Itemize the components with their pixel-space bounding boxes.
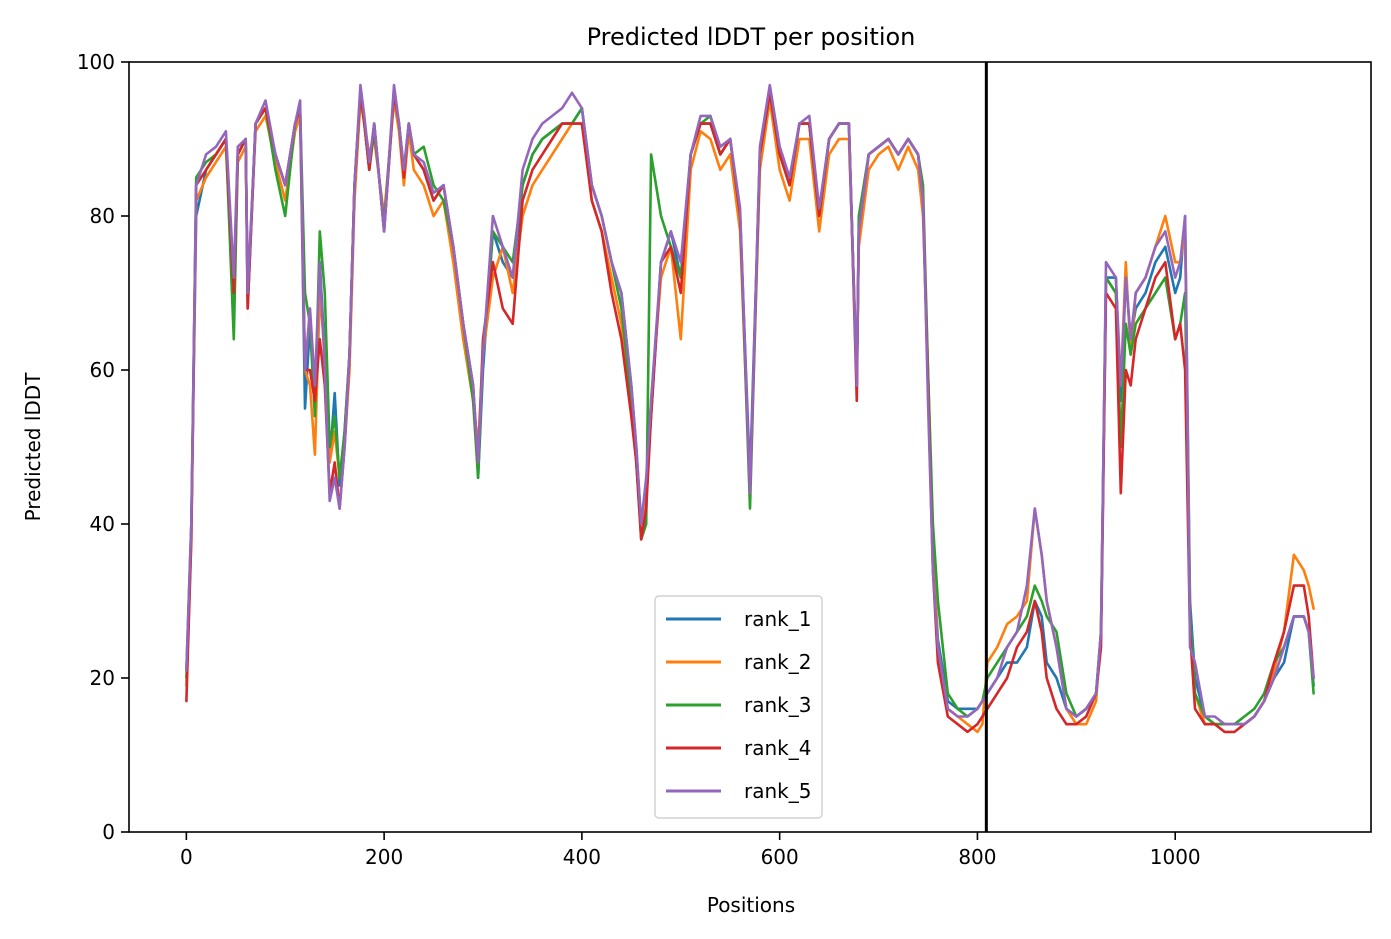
legend-label-rank-1: rank_1 <box>744 607 811 631</box>
y-tick-label: 0 <box>102 820 115 844</box>
legend-label-rank-5: rank_5 <box>744 779 811 803</box>
x-tick-label: 1000 <box>1150 845 1201 869</box>
series-line-rank-5 <box>185 83 1315 726</box>
legend-label-rank-4: rank_4 <box>744 736 811 760</box>
legend-frame <box>654 595 823 819</box>
y-axis-title: Predicted lDDT <box>21 372 45 522</box>
y-tick-label: 80 <box>90 204 115 228</box>
x-tick-label: 0 <box>180 845 193 869</box>
y-axis-ticks: 0 20 40 60 80 100 <box>77 50 129 844</box>
chart-title: Predicted lDDT per position <box>587 23 916 51</box>
x-tick-label: 400 <box>563 845 601 869</box>
legend-label-rank-3: rank_3 <box>744 693 811 717</box>
y-tick-label: 40 <box>90 512 115 536</box>
legend: rank_1 rank_2 rank_3 rank_4 rank_5 <box>654 595 823 819</box>
x-tick-label: 600 <box>761 845 799 869</box>
legend-label-rank-2: rank_2 <box>744 650 811 674</box>
y-tick-label: 20 <box>90 666 115 690</box>
y-tick-label: 100 <box>77 50 115 74</box>
series-layer <box>185 83 1315 734</box>
y-tick-label: 60 <box>90 358 115 382</box>
x-axis-title: Positions <box>707 893 795 917</box>
x-axis-ticks: 0 200 400 600 800 1000 <box>180 832 1201 869</box>
x-tick-label: 200 <box>365 845 403 869</box>
plot-frame <box>128 61 1372 833</box>
x-tick-label: 800 <box>958 845 996 869</box>
